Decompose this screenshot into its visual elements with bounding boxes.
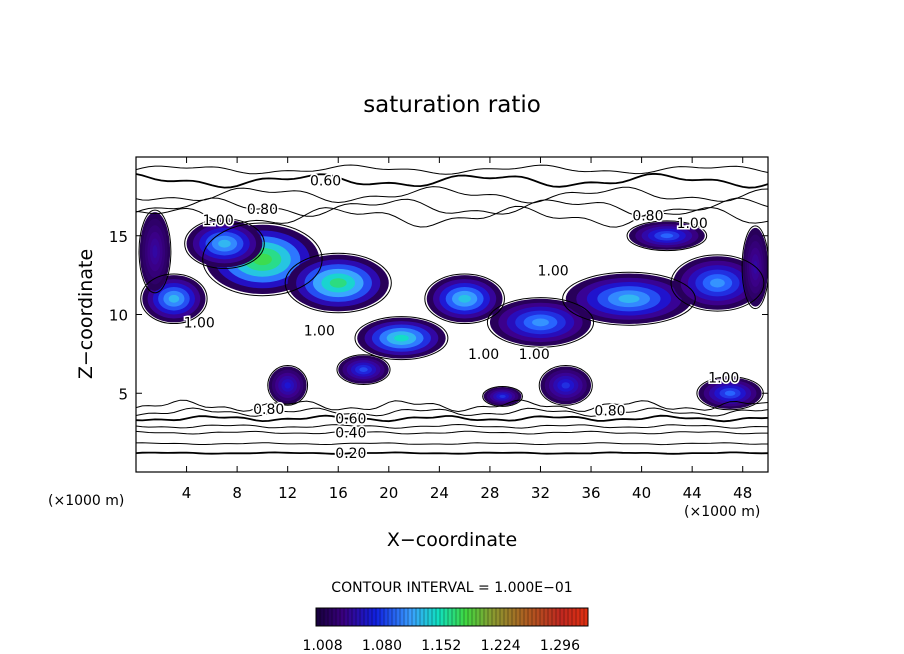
contour-line — [136, 399, 768, 413]
x-unit-right: (×1000 m) — [684, 504, 760, 520]
contour-label: 0.40 — [335, 426, 366, 442]
x-tick-label: 24 — [430, 484, 449, 502]
y-axis-label: Z−coordinate — [75, 249, 97, 379]
supersaturation-cell — [284, 382, 291, 389]
contour-label: 1.00 — [538, 263, 569, 279]
contour-label: 1.00 — [677, 216, 708, 232]
contour-line — [354, 316, 449, 361]
contour-line — [336, 354, 391, 386]
supersaturation-cell — [710, 278, 725, 288]
contour-label: 1.00 — [203, 213, 234, 229]
x-tick-label: 44 — [683, 484, 702, 502]
contour-line — [136, 430, 768, 435]
supersaturation-cell — [561, 382, 570, 389]
supersaturation-cell — [218, 239, 231, 248]
contour-label: 0.80 — [594, 404, 625, 420]
x-tick-label: 16 — [329, 484, 348, 502]
supersaturation-cell — [359, 367, 368, 372]
x-tick-label: 12 — [278, 484, 297, 502]
contour-line — [136, 172, 768, 189]
colorbar-tick-label: 1.008 — [303, 638, 343, 654]
x-tick-label: 28 — [480, 484, 499, 502]
contour-line — [267, 365, 309, 406]
chart-title: saturation ratio — [363, 92, 541, 118]
colorbar-frame — [315, 607, 589, 627]
contour-label: 1.00 — [184, 315, 215, 331]
supersaturation-cell — [168, 294, 180, 303]
contour-line — [136, 414, 768, 423]
colorbar-tick-label: 1.152 — [421, 638, 461, 654]
y-tick-label: 15 — [109, 228, 128, 246]
supersaturation-cell — [329, 278, 347, 288]
contour-label: 1.00 — [468, 347, 499, 363]
contour-line — [138, 209, 172, 294]
colorbar: 1.008 1.080 1.152 1.224 1.296 — [303, 607, 589, 654]
contour-line — [741, 225, 768, 310]
x-tick-label: 48 — [733, 484, 752, 502]
contour-line — [670, 254, 765, 312]
y-tick-label: 10 — [109, 307, 128, 325]
contour-label: 1.00 — [708, 371, 739, 387]
supersaturation-cell — [394, 334, 409, 342]
contour-line — [136, 197, 768, 217]
contour-line — [538, 365, 593, 406]
x-tick-label: 36 — [581, 484, 600, 502]
y-axis: 5 10 15 — [109, 228, 768, 403]
contour-line — [136, 451, 768, 455]
x-tick-label: 8 — [232, 484, 242, 502]
contour-interval-label: CONTOUR INTERVAL = 1.000E−01 — [331, 580, 572, 596]
colorbar-tick-label: 1.296 — [540, 638, 580, 654]
x-tick-label: 20 — [379, 484, 398, 502]
supersaturation-cell — [618, 294, 640, 303]
contour-line — [136, 442, 768, 446]
contour-label: 0.60 — [335, 411, 366, 427]
contour-line — [424, 273, 505, 325]
contour-line — [626, 220, 708, 252]
y-tick-label: 5 — [118, 385, 128, 403]
contour-line — [486, 297, 595, 348]
x-tick-label: 32 — [531, 484, 550, 502]
contour-line — [136, 205, 768, 228]
contour-label: 0.20 — [335, 446, 366, 462]
supersaturation-cell — [660, 233, 674, 239]
colorbar-tick-label: 1.224 — [481, 638, 521, 654]
supersaturation-cell — [532, 318, 549, 327]
contour-line — [136, 186, 768, 204]
contour-label: 0.80 — [247, 202, 278, 218]
supersaturation-cell — [152, 244, 158, 259]
contour-label: 0.80 — [253, 402, 284, 418]
colorbar-tick-label: 1.080 — [362, 638, 402, 654]
contour-line — [184, 218, 265, 269]
contour-label: 0.80 — [632, 208, 663, 224]
x-unit-left: (×1000 m) — [48, 493, 124, 509]
supersaturation-cell — [499, 394, 506, 398]
contour-line — [136, 423, 768, 429]
contour-line — [284, 252, 392, 314]
contour-label: 1.00 — [519, 347, 550, 363]
contour-line — [202, 222, 323, 297]
contour-line — [562, 271, 696, 326]
contour-line — [140, 273, 208, 325]
x-axis-label: X−coordinate — [387, 529, 517, 551]
contour-label: 1.00 — [304, 323, 335, 339]
contour-line — [136, 164, 768, 175]
x-tick-label: 40 — [632, 484, 651, 502]
supersaturation-cell — [724, 390, 736, 396]
supersaturation-cell — [252, 253, 272, 266]
plot-area: 0.60 0.80 0.80 1.00 1.00 1.00 1.00 1.00 1.00 1.00… — [135, 156, 769, 473]
x-tick-label: 4 — [182, 484, 192, 502]
supersaturation-cell — [458, 294, 471, 303]
x-axis: 4 8 12 16 20 24 28 32 36 40 44 48 — [182, 157, 752, 502]
contour-label: 0.60 — [310, 174, 341, 190]
contour-line — [136, 407, 768, 417]
contour-line — [482, 385, 523, 407]
